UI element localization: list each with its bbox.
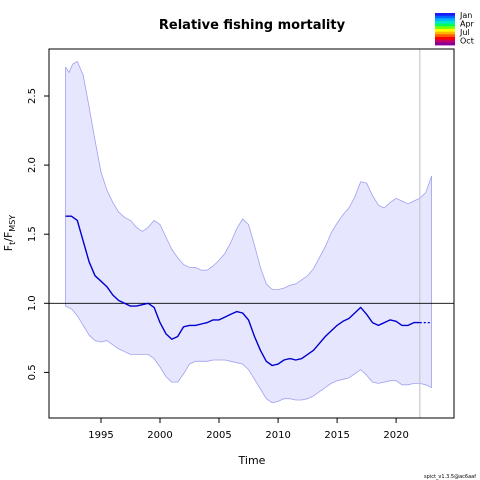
y-axis-label-sub1: t [8, 242, 17, 245]
y-axis-label-sub2: MSY [8, 215, 17, 232]
x-tick-label: 1995 [88, 430, 113, 441]
legend-swatch [435, 23, 455, 27]
legend-swatch [435, 29, 455, 33]
legend-label: Jul [459, 28, 470, 37]
chart-title: Relative fishing mortality [159, 18, 346, 33]
x-tick-label: 2010 [265, 430, 290, 441]
legend-swatch [435, 42, 455, 46]
x-tick-label: 2005 [206, 430, 231, 441]
legend-swatch [435, 37, 455, 41]
y-axis: 0.5 1.0 1.5 2.0 2.5 [27, 88, 49, 380]
y-axis-label-main: F [2, 245, 15, 251]
legend-swatch [435, 18, 455, 22]
legend-swatch [435, 26, 455, 30]
x-tick-label: 2000 [147, 430, 172, 441]
x-axis-label: Time [238, 454, 266, 467]
y-axis-label-sep: /F [2, 232, 15, 242]
ci-upper-line [65, 60, 432, 290]
legend-swatch [435, 31, 455, 35]
plot-area [49, 49, 454, 418]
footer-version-text: spict_v1.3.5@ac6aaf [424, 474, 476, 480]
legend-swatch [435, 39, 455, 43]
y-tick-label: 1.5 [27, 226, 38, 242]
x-tick-label: 2015 [324, 430, 349, 441]
y-tick-label: 0.5 [27, 364, 38, 380]
legend-swatch [435, 21, 455, 25]
plot-frame [48, 48, 455, 419]
legend-label: Apr [460, 20, 475, 29]
x-tick-label: 2020 [383, 430, 408, 441]
ci-lower-line [65, 305, 432, 404]
legend-swatch [435, 15, 455, 19]
y-tick-label: 2.5 [27, 88, 38, 104]
confidence-band [65, 61, 432, 403]
estimate-line [65, 215, 420, 367]
y-axis-label: Ft/FMSY [2, 215, 17, 251]
y-tick-label: 1.0 [27, 295, 38, 311]
y-tick-label: 2.0 [27, 157, 38, 173]
legend-label: Oct [460, 37, 474, 46]
legend-label: Jan [459, 11, 472, 20]
legend-swatch [435, 34, 455, 38]
x-axis: 1995 2000 2005 2010 2015 2020 [88, 418, 409, 441]
legend-swatch [435, 13, 455, 17]
